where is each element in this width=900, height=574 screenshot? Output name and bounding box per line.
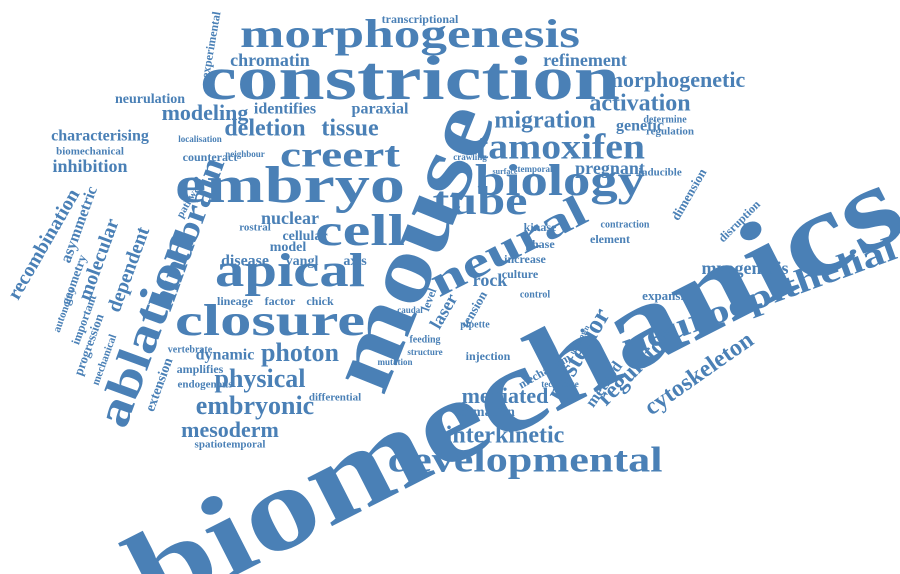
word: counteract	[183, 150, 238, 164]
word: vangl	[286, 254, 319, 269]
word: temporal	[518, 164, 553, 174]
word: expansion	[642, 288, 698, 303]
word: endogenous	[177, 379, 233, 391]
word: axis	[343, 254, 367, 269]
word: physical	[214, 364, 305, 393]
word: characterising	[51, 128, 149, 145]
word: formation	[455, 405, 515, 420]
word: paraxial	[352, 101, 409, 118]
word: kinase	[524, 220, 557, 234]
word: element	[590, 232, 630, 246]
word: inducible	[638, 167, 682, 179]
word: rostral	[239, 222, 271, 234]
word: increase	[504, 252, 546, 266]
word: feeding	[409, 334, 440, 345]
word: activation	[589, 91, 690, 117]
word: developmental	[388, 439, 663, 479]
word: factor	[265, 294, 296, 308]
word: model	[270, 240, 307, 255]
word: injection	[466, 349, 511, 363]
word: disease	[221, 253, 269, 270]
word: localisation	[178, 134, 222, 144]
word: mutation	[377, 357, 412, 367]
word: tissue	[321, 116, 379, 142]
word: tube	[433, 178, 528, 223]
word: embryo	[175, 157, 405, 214]
word: crawling	[453, 152, 487, 162]
word: myogenesis	[702, 258, 789, 278]
word: morphogenesis	[240, 11, 580, 56]
word: dynamic	[196, 347, 255, 364]
word: surface	[493, 167, 518, 176]
word: closure	[175, 296, 365, 345]
word: technique	[541, 379, 579, 389]
word: contraction	[601, 219, 650, 230]
word: deletion	[224, 116, 305, 142]
word: migration	[494, 108, 595, 134]
word: control	[520, 289, 551, 300]
word: transcriptional	[382, 12, 459, 26]
word: nuclear	[261, 208, 319, 228]
word: regulation	[646, 126, 694, 138]
word: cellular	[282, 229, 327, 244]
word: constriction	[200, 45, 620, 113]
word: biomechanical	[56, 146, 124, 158]
word: chick	[306, 294, 334, 308]
word: genetic	[616, 118, 664, 135]
word: differential	[309, 392, 361, 404]
word: determine	[643, 114, 687, 125]
word: biology	[475, 156, 645, 205]
word: inhibition	[52, 156, 127, 176]
word: embryonic	[196, 391, 314, 420]
word: culture	[502, 267, 539, 281]
word: cell	[315, 206, 405, 255]
word: pregnant	[575, 158, 645, 178]
word: modeling	[162, 100, 249, 125]
word: amplifies	[177, 362, 224, 376]
word: tamoxifen	[475, 126, 645, 166]
word: pipette	[460, 319, 490, 330]
word: interkinetic	[446, 423, 565, 449]
word: mesoderm	[181, 417, 279, 442]
word: neurulation	[115, 92, 185, 107]
word: rock	[473, 270, 508, 290]
word: spatiotemporal	[195, 439, 266, 451]
word: caudal	[397, 305, 423, 315]
word: chromatin	[230, 50, 310, 70]
word: lineage	[217, 294, 254, 308]
word: neighbour	[225, 149, 265, 159]
word: refinement	[543, 50, 627, 70]
word: identifies	[254, 101, 316, 118]
word: apical	[215, 244, 365, 297]
word: vertebrate	[168, 344, 213, 355]
word: morphogenetic	[605, 67, 746, 92]
word: creert	[280, 134, 400, 174]
word: structure	[407, 347, 442, 357]
word: mediated	[462, 383, 549, 408]
word: phase	[525, 237, 555, 251]
word: photon	[261, 338, 340, 367]
